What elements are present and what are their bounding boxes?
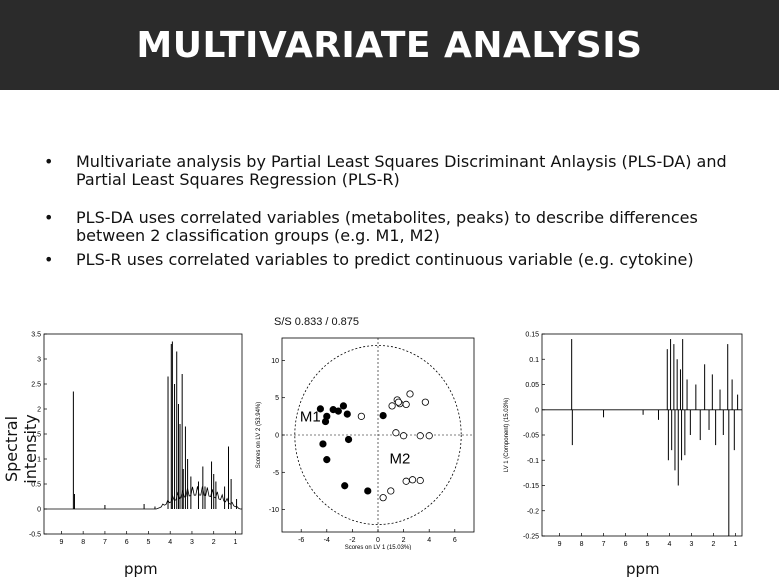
x-tick-label: 1 bbox=[733, 541, 737, 548]
y-tick-label: -0.1 bbox=[527, 458, 539, 465]
sensitivity-specificity-label: S/S 0.833 / 0.875 bbox=[274, 316, 360, 328]
y-tick-label: 1.5 bbox=[31, 432, 41, 439]
y-tick-label: -0.25 bbox=[523, 534, 539, 541]
bullet-list: • Multivariate analysis by Partial Least… bbox=[40, 153, 740, 289]
y-tick-label: 0 bbox=[275, 433, 279, 440]
m2-point bbox=[402, 477, 410, 485]
x-tick-label: 7 bbox=[602, 541, 606, 548]
m2-point bbox=[400, 432, 408, 440]
x-tick-label: 8 bbox=[580, 541, 584, 548]
m1-point bbox=[379, 412, 387, 420]
y-tick-label: 2.5 bbox=[31, 382, 41, 389]
bullet-dot: • bbox=[44, 152, 54, 171]
m1-point bbox=[321, 417, 330, 426]
ppm-label-left: ppm bbox=[124, 560, 158, 578]
m2-point bbox=[421, 398, 429, 406]
m1-point bbox=[343, 410, 351, 418]
m2-point bbox=[402, 400, 410, 409]
x-tick-label: 9 bbox=[558, 541, 562, 548]
group-label-m1: M1 bbox=[300, 409, 321, 426]
x-tick-label: 2 bbox=[212, 539, 216, 546]
y-tick-label: 0.1 bbox=[529, 357, 539, 364]
x-tick-label: 6 bbox=[453, 537, 457, 544]
y-tick-label: -10 bbox=[269, 507, 279, 514]
m1-point bbox=[341, 482, 349, 490]
x-tick-label: -4 bbox=[324, 537, 330, 544]
m2-point bbox=[379, 494, 387, 502]
bullet-text: Multivariate analysis by Partial Least S… bbox=[76, 152, 727, 189]
m1-point bbox=[323, 456, 331, 464]
y-tick-label: 3 bbox=[37, 357, 41, 364]
m2-point bbox=[416, 476, 424, 485]
x-tick-label: -2 bbox=[349, 537, 355, 544]
y-tick-label: 3.5 bbox=[31, 332, 41, 339]
m1-point bbox=[339, 402, 348, 410]
x-tick-label: 0 bbox=[376, 537, 380, 544]
spectrum-baseline bbox=[44, 486, 242, 510]
x-tick-label: 5 bbox=[646, 541, 650, 548]
x-tick-label: 1 bbox=[234, 539, 238, 546]
y-tick-label: -0.2 bbox=[527, 508, 539, 515]
confidence-ellipse bbox=[294, 345, 462, 525]
bullet-item: • PLS-DA uses correlated variables (meta… bbox=[40, 209, 740, 245]
y-tick-label: 5 bbox=[275, 395, 279, 402]
x-tick-label: 2 bbox=[402, 537, 406, 544]
x-tick-label: 3 bbox=[190, 539, 194, 546]
x-tick-label: 4 bbox=[427, 537, 431, 544]
m2-point bbox=[392, 429, 400, 437]
x-tick-label: 5 bbox=[146, 539, 150, 546]
group-label-m2: M2 bbox=[390, 450, 411, 467]
nmr-spectrum-chart: 9 8 7 6 5 4 3 2 1 -0.5 0 0.5 1 1.5 2 2.5 3 3.5 bbox=[29, 332, 243, 546]
y-tick-label: 0 bbox=[37, 507, 41, 514]
y-tick-label: 10 bbox=[271, 358, 279, 365]
m2-point bbox=[416, 432, 424, 440]
m1-point bbox=[344, 435, 353, 444]
y-tick-label: 0.15 bbox=[525, 332, 539, 339]
y-tick-label: 0.5 bbox=[31, 482, 41, 489]
m1-point bbox=[316, 405, 325, 413]
x-tick-label: 8 bbox=[81, 539, 85, 546]
bullet-dot: • bbox=[44, 250, 54, 269]
ppm-label-right: ppm bbox=[626, 560, 660, 578]
bullet-dot: • bbox=[44, 208, 54, 227]
y-tick-label: -5 bbox=[273, 470, 279, 477]
x-axis-label: Scores on LV 1 (15.03%) bbox=[345, 545, 412, 550]
y-tick-label: 1 bbox=[37, 457, 41, 464]
m2-point bbox=[394, 398, 403, 406]
m2-point bbox=[406, 390, 414, 398]
m2-point bbox=[408, 476, 417, 484]
lv1-loadings-chart: 9 8 7 6 5 4 3 2 1 -0.25 -0.2 -0.15 -0.1 -0.05 0 0.05 0.1… bbox=[504, 332, 743, 548]
m1-point bbox=[319, 440, 327, 448]
x-tick-label: -6 bbox=[298, 537, 304, 544]
bullet-text: PLS-R uses correlated variables to predi… bbox=[76, 250, 694, 269]
bullet-item: • PLS-R uses correlated variables to pre… bbox=[40, 251, 740, 269]
m1-point bbox=[364, 487, 372, 495]
y-axis-label: Scores on LV 2 (53.94%) bbox=[256, 402, 262, 469]
slide-title: MULTIVARIATE ANALYSIS bbox=[136, 24, 643, 66]
y-tick-label: -0.5 bbox=[29, 532, 41, 539]
y-tick-label: -0.05 bbox=[523, 433, 539, 440]
x-tick-label: 2 bbox=[711, 541, 715, 548]
bullet-text: PLS-DA uses correlated variables (metabo… bbox=[76, 208, 698, 245]
x-tick-label: 6 bbox=[125, 539, 129, 546]
m2-point bbox=[388, 402, 396, 410]
y-tick-label: 2 bbox=[37, 407, 41, 414]
m2-point bbox=[357, 412, 365, 420]
x-tick-label: 4 bbox=[168, 539, 172, 546]
pls-da-scores-chart: -6 -4 -2 0 2 4 6 -10 -5 0 5 10 Scores on LV 1 (15.03… bbox=[256, 337, 475, 550]
y-tick-label: -0.15 bbox=[523, 483, 539, 490]
title-banner: MULTIVARIATE ANALYSIS bbox=[0, 0, 779, 90]
m2-point bbox=[387, 487, 395, 495]
x-tick-label: 6 bbox=[624, 541, 628, 548]
y-tick-label: 0 bbox=[535, 407, 539, 414]
m2-point bbox=[425, 432, 433, 440]
x-tick-label: 7 bbox=[103, 539, 107, 546]
x-tick-label: 3 bbox=[689, 541, 693, 548]
m1-point bbox=[334, 407, 342, 415]
y-tick-label: 0.05 bbox=[525, 382, 539, 389]
x-tick-label: 4 bbox=[668, 541, 672, 548]
x-tick-label: 9 bbox=[59, 539, 63, 546]
loadings-y-axis-label: LV 1 (Component) (15.03%) bbox=[504, 398, 510, 473]
bullet-item: • Multivariate analysis by Partial Least… bbox=[40, 153, 740, 189]
